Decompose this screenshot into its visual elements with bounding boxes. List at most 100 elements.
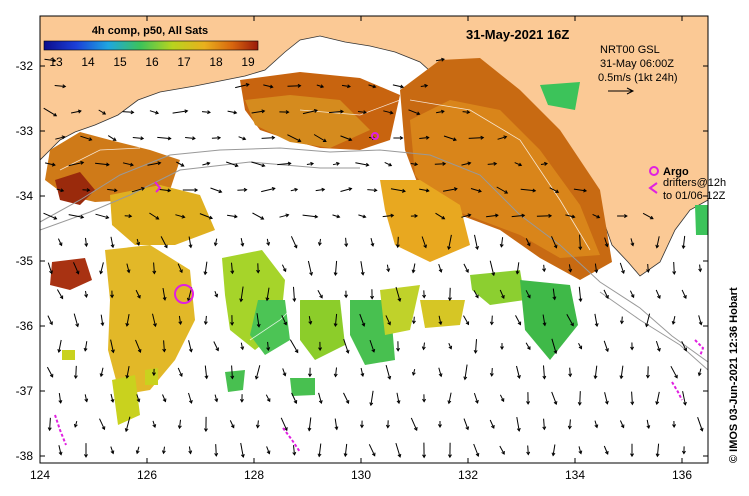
velocity-arrow xyxy=(499,289,505,299)
velocity-arrow xyxy=(499,445,505,455)
velocity-arrow xyxy=(126,263,130,273)
velocity-arrow xyxy=(334,418,338,430)
velocity-arrow xyxy=(334,313,338,327)
sst-patches xyxy=(45,58,708,425)
velocity-model: NRT00 GSL xyxy=(600,44,660,56)
x-tick-label: 132 xyxy=(458,468,478,482)
colorbar-tick-label: 19 xyxy=(241,55,255,69)
velocity-arrow xyxy=(227,214,237,218)
velocity-arrow xyxy=(604,392,608,404)
velocity-arrow xyxy=(132,137,144,139)
velocity-arrow xyxy=(552,288,556,300)
velocity-arrow xyxy=(448,343,452,349)
velocity-arrow xyxy=(594,365,598,379)
velocity-arrow xyxy=(631,391,633,405)
velocity-arrow xyxy=(357,111,367,113)
velocity-arrow xyxy=(135,339,141,353)
velocity-arrow xyxy=(516,262,520,274)
velocity-arrow xyxy=(604,237,608,247)
velocity-arrow xyxy=(525,290,531,298)
velocity-arrow xyxy=(290,188,298,192)
velocity-arrow xyxy=(463,418,469,430)
velocity-arrow xyxy=(162,394,166,402)
velocity-arrow xyxy=(211,137,221,139)
velocity-arrow xyxy=(645,313,651,327)
velocity-arrow xyxy=(318,392,322,404)
velocity-arrow xyxy=(231,262,233,274)
velocity-arrow xyxy=(569,367,571,377)
velocity-arrow xyxy=(341,84,351,88)
velocity-arrow xyxy=(44,58,56,62)
velocity-arrow xyxy=(443,188,457,192)
argo-symbol xyxy=(649,166,659,176)
velocity-arrow xyxy=(279,214,289,218)
velocity-arrow xyxy=(390,188,406,192)
colorbar-tick-label: 15 xyxy=(113,55,127,69)
velocity-arrow xyxy=(463,315,469,325)
velocity-arrow xyxy=(75,365,77,379)
velocity-arrow xyxy=(499,394,505,402)
velocity-arrow xyxy=(287,85,301,87)
velocity-arrow xyxy=(413,316,415,324)
velocity-arrow xyxy=(655,289,661,299)
velocity-arrow xyxy=(306,163,314,165)
velocity-arrow xyxy=(46,366,54,378)
velocity-arrow xyxy=(412,368,416,376)
velocity-arrow xyxy=(58,393,62,403)
velocity-arrow xyxy=(226,161,238,167)
velocity-arrow xyxy=(565,214,575,218)
velocity-arrow xyxy=(263,84,273,88)
velocity-arrow xyxy=(202,162,210,166)
product-label: 4h comp, p50, All Sats xyxy=(92,25,208,37)
velocity-arrow xyxy=(177,263,183,273)
velocity-arrow xyxy=(74,420,78,428)
velocity-arrow xyxy=(368,84,376,88)
velocity-arrow xyxy=(240,342,244,350)
x-axis: 124 126 128 130 132 134 136 xyxy=(30,16,692,482)
velocity-arrow xyxy=(47,262,53,274)
x-tick-label: 126 xyxy=(137,468,157,482)
velocity-arrow xyxy=(315,188,325,192)
velocity-arrow xyxy=(257,420,259,428)
velocity-arrow xyxy=(84,341,88,351)
velocity-arrow xyxy=(491,315,493,325)
velocity-arrow xyxy=(160,236,168,248)
velocity-arrow xyxy=(355,162,369,166)
x-tick-label: 134 xyxy=(565,468,585,482)
velocity-arrow xyxy=(397,236,399,248)
velocity-arrow xyxy=(594,420,598,428)
velocity-arrow xyxy=(594,313,598,327)
velocity-arrow xyxy=(438,263,442,273)
velocity-arrow xyxy=(334,260,338,276)
velocity-arrow xyxy=(188,392,192,404)
velocity-arrow xyxy=(621,316,623,324)
argo-drifters xyxy=(54,132,705,453)
velocity-arrow xyxy=(261,137,275,139)
velocity-arrow xyxy=(395,286,401,302)
velocity-arrow xyxy=(122,111,134,113)
velocity-arrow xyxy=(252,212,264,220)
velocity-arrow xyxy=(367,189,377,191)
velocity-arrow xyxy=(56,188,64,192)
argo-label: Argo xyxy=(663,166,689,178)
velocity-arrow xyxy=(385,364,391,380)
velocity-arrow xyxy=(672,315,676,325)
velocity-arrow xyxy=(410,417,418,431)
velocity-arrow xyxy=(620,365,624,379)
velocity-arrow xyxy=(594,263,598,273)
velocity-arrow xyxy=(204,261,208,275)
velocity-arrow xyxy=(408,109,420,115)
velocity-arrow xyxy=(619,262,625,274)
velocity-arrow xyxy=(204,365,208,379)
velocity-arrow xyxy=(126,366,130,378)
velocity-arrow xyxy=(462,111,470,113)
velocity-arrow xyxy=(188,236,192,248)
velocity-arrow xyxy=(85,237,87,247)
velocity-scale: 0.5m/s (1kt 24h) xyxy=(598,72,677,84)
velocity-arrow xyxy=(489,260,495,276)
velocity-arrow xyxy=(420,85,428,87)
velocity-arrow xyxy=(175,214,185,218)
velocity-arrow xyxy=(511,214,525,218)
velocity-arrow xyxy=(125,416,131,432)
